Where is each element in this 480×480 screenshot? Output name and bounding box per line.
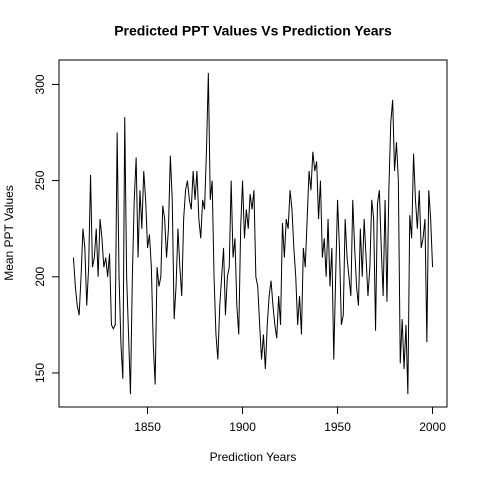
- y-tick-label: 150: [33, 363, 47, 383]
- x-tick-label: 1850: [134, 420, 161, 434]
- y-tick-label: 200: [33, 266, 47, 286]
- data-line: [72, 72, 434, 395]
- chart-title: Predicted PPT Values Vs Prediction Years: [114, 23, 392, 39]
- y-tick-label: 300: [33, 74, 47, 94]
- y-axis-label: Mean PPT Values: [2, 185, 16, 281]
- x-axis-label: Prediction Years: [210, 450, 297, 464]
- y-tick-label: 250: [33, 170, 47, 190]
- x-tick-label: 2000: [419, 420, 446, 434]
- x-tick-label: 1900: [229, 420, 256, 434]
- x-tick-label: 1950: [324, 420, 351, 434]
- plot-box: [58, 59, 448, 408]
